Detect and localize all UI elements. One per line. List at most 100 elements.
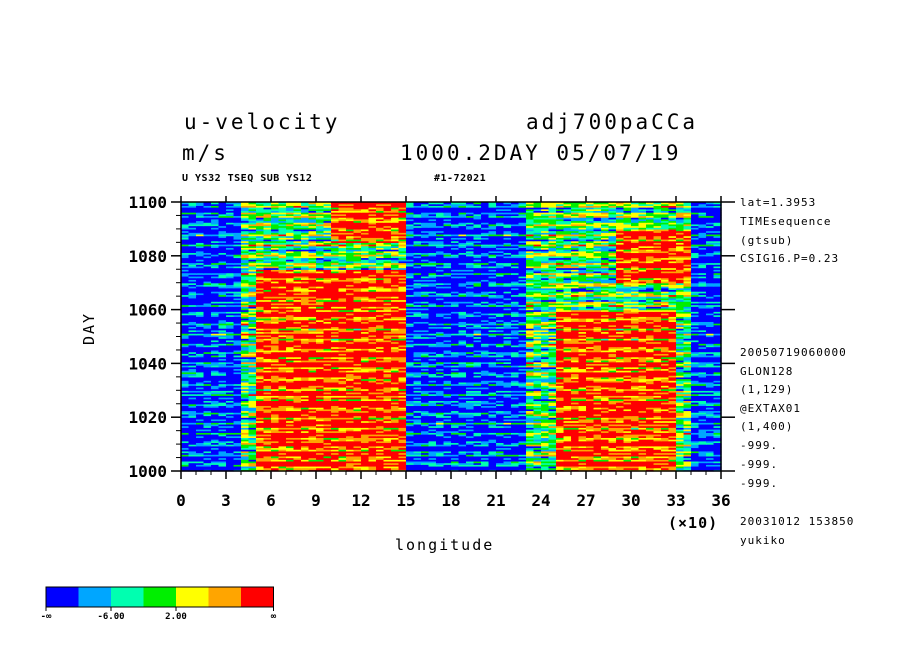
heatmap-cell [713,368,722,371]
heatmap-cell [196,410,205,413]
heatmap-cell [451,418,460,422]
heatmap-cell [481,373,490,376]
heatmap-cell [413,439,422,442]
heatmap-cell [496,397,505,400]
heatmap-cell [601,425,610,428]
heatmap-cell [331,375,340,378]
heatmap-cell [196,365,205,368]
heatmap-cell [353,449,362,452]
heatmap-cell [646,388,655,391]
heatmap-cell [361,465,370,469]
heatmap-cell [203,393,212,396]
heatmap-cell [226,430,235,433]
heatmap-cell [376,407,385,410]
heatmap-cell [676,376,685,380]
heatmap-cell [323,402,332,405]
heatmap-cell [496,395,505,398]
heatmap-cell [398,437,407,440]
heatmap-cell [631,427,640,430]
heatmap-cell [713,405,722,408]
heatmap-cell [391,403,400,407]
heatmap-cell [571,428,580,432]
heatmap-cell [406,455,415,459]
heatmap-cell [473,467,482,470]
heatmap-cell [308,373,317,376]
heatmap-cell [526,440,535,444]
heatmap-cell [383,366,392,370]
heatmap-cell [683,398,692,401]
heatmap-cell [421,356,430,359]
heatmap-cell [278,454,287,457]
heatmap-cell [698,437,707,440]
heatmap-cell [443,366,452,370]
heatmap-cell [368,400,377,403]
heatmap-cell [661,449,670,452]
heatmap-cell [691,378,700,381]
heatmap-cell [308,465,317,469]
heatmap-cell [511,395,520,398]
heatmap-cell [451,360,460,363]
heatmap-cell [286,381,295,385]
heatmap-cell [706,360,715,363]
heatmap-cell [376,415,385,418]
heatmap-cell [293,391,302,395]
heatmap-cell [308,376,317,380]
heatmap-cell [286,455,295,459]
heatmap-cell [713,390,722,393]
heatmap-cell [376,450,385,454]
heatmap-cell [593,386,602,390]
heatmap-cell [608,462,617,465]
heatmap-cell [211,422,220,425]
heatmap-cell [368,378,377,381]
heatmap-cell [661,368,670,371]
heatmap-cell [301,403,310,407]
heatmap-cell [511,415,520,418]
heatmap-cell [541,434,550,437]
heatmap-cell [286,459,295,462]
heatmap-cell [563,459,572,462]
heatmap-cell [248,455,257,459]
heatmap-cell [218,447,227,450]
heatmap-cell [608,418,617,422]
heatmap-cell [346,358,355,361]
heatmap-cell [653,460,662,464]
heatmap-cell [451,423,460,427]
heatmap-cell [211,376,220,380]
heatmap-cell [593,403,602,407]
heatmap-cell [353,395,362,398]
heatmap-cell [361,439,370,442]
heatmap-cell [398,440,407,444]
heatmap-cell [361,455,370,459]
heatmap-cell [428,444,437,447]
heatmap-cell [571,439,580,442]
heatmap-cell [563,423,572,427]
heatmap-cell [346,388,355,391]
heatmap-cell [563,356,572,359]
heatmap-cell [391,450,400,454]
heatmap-cell [256,390,265,393]
heatmap-cell [368,375,377,378]
heatmap-cell [653,430,662,433]
heatmap-cell [263,360,272,363]
heatmap-cell [436,462,445,465]
heatmap-cell [346,375,355,378]
heatmap-cell [361,462,370,465]
heatmap-cell [548,444,557,447]
heatmap-cell [196,378,205,381]
heatmap-cell [443,459,452,462]
heatmap-cell [428,400,437,403]
heatmap-cell [511,420,520,423]
heatmap-cell [578,447,587,450]
heatmap-cell [601,390,610,393]
heatmap-cell [578,428,587,432]
heatmap-cell [586,467,595,470]
heatmap-cell [488,403,497,407]
heatmap-cell [571,403,580,407]
heatmap-cell [646,361,655,364]
heatmap-cell [496,413,505,417]
heatmap-cell [278,360,287,363]
heatmap-cell [713,445,722,449]
heatmap-cell [293,388,302,391]
heatmap-cell [436,434,445,437]
heatmap-cell [286,395,295,398]
